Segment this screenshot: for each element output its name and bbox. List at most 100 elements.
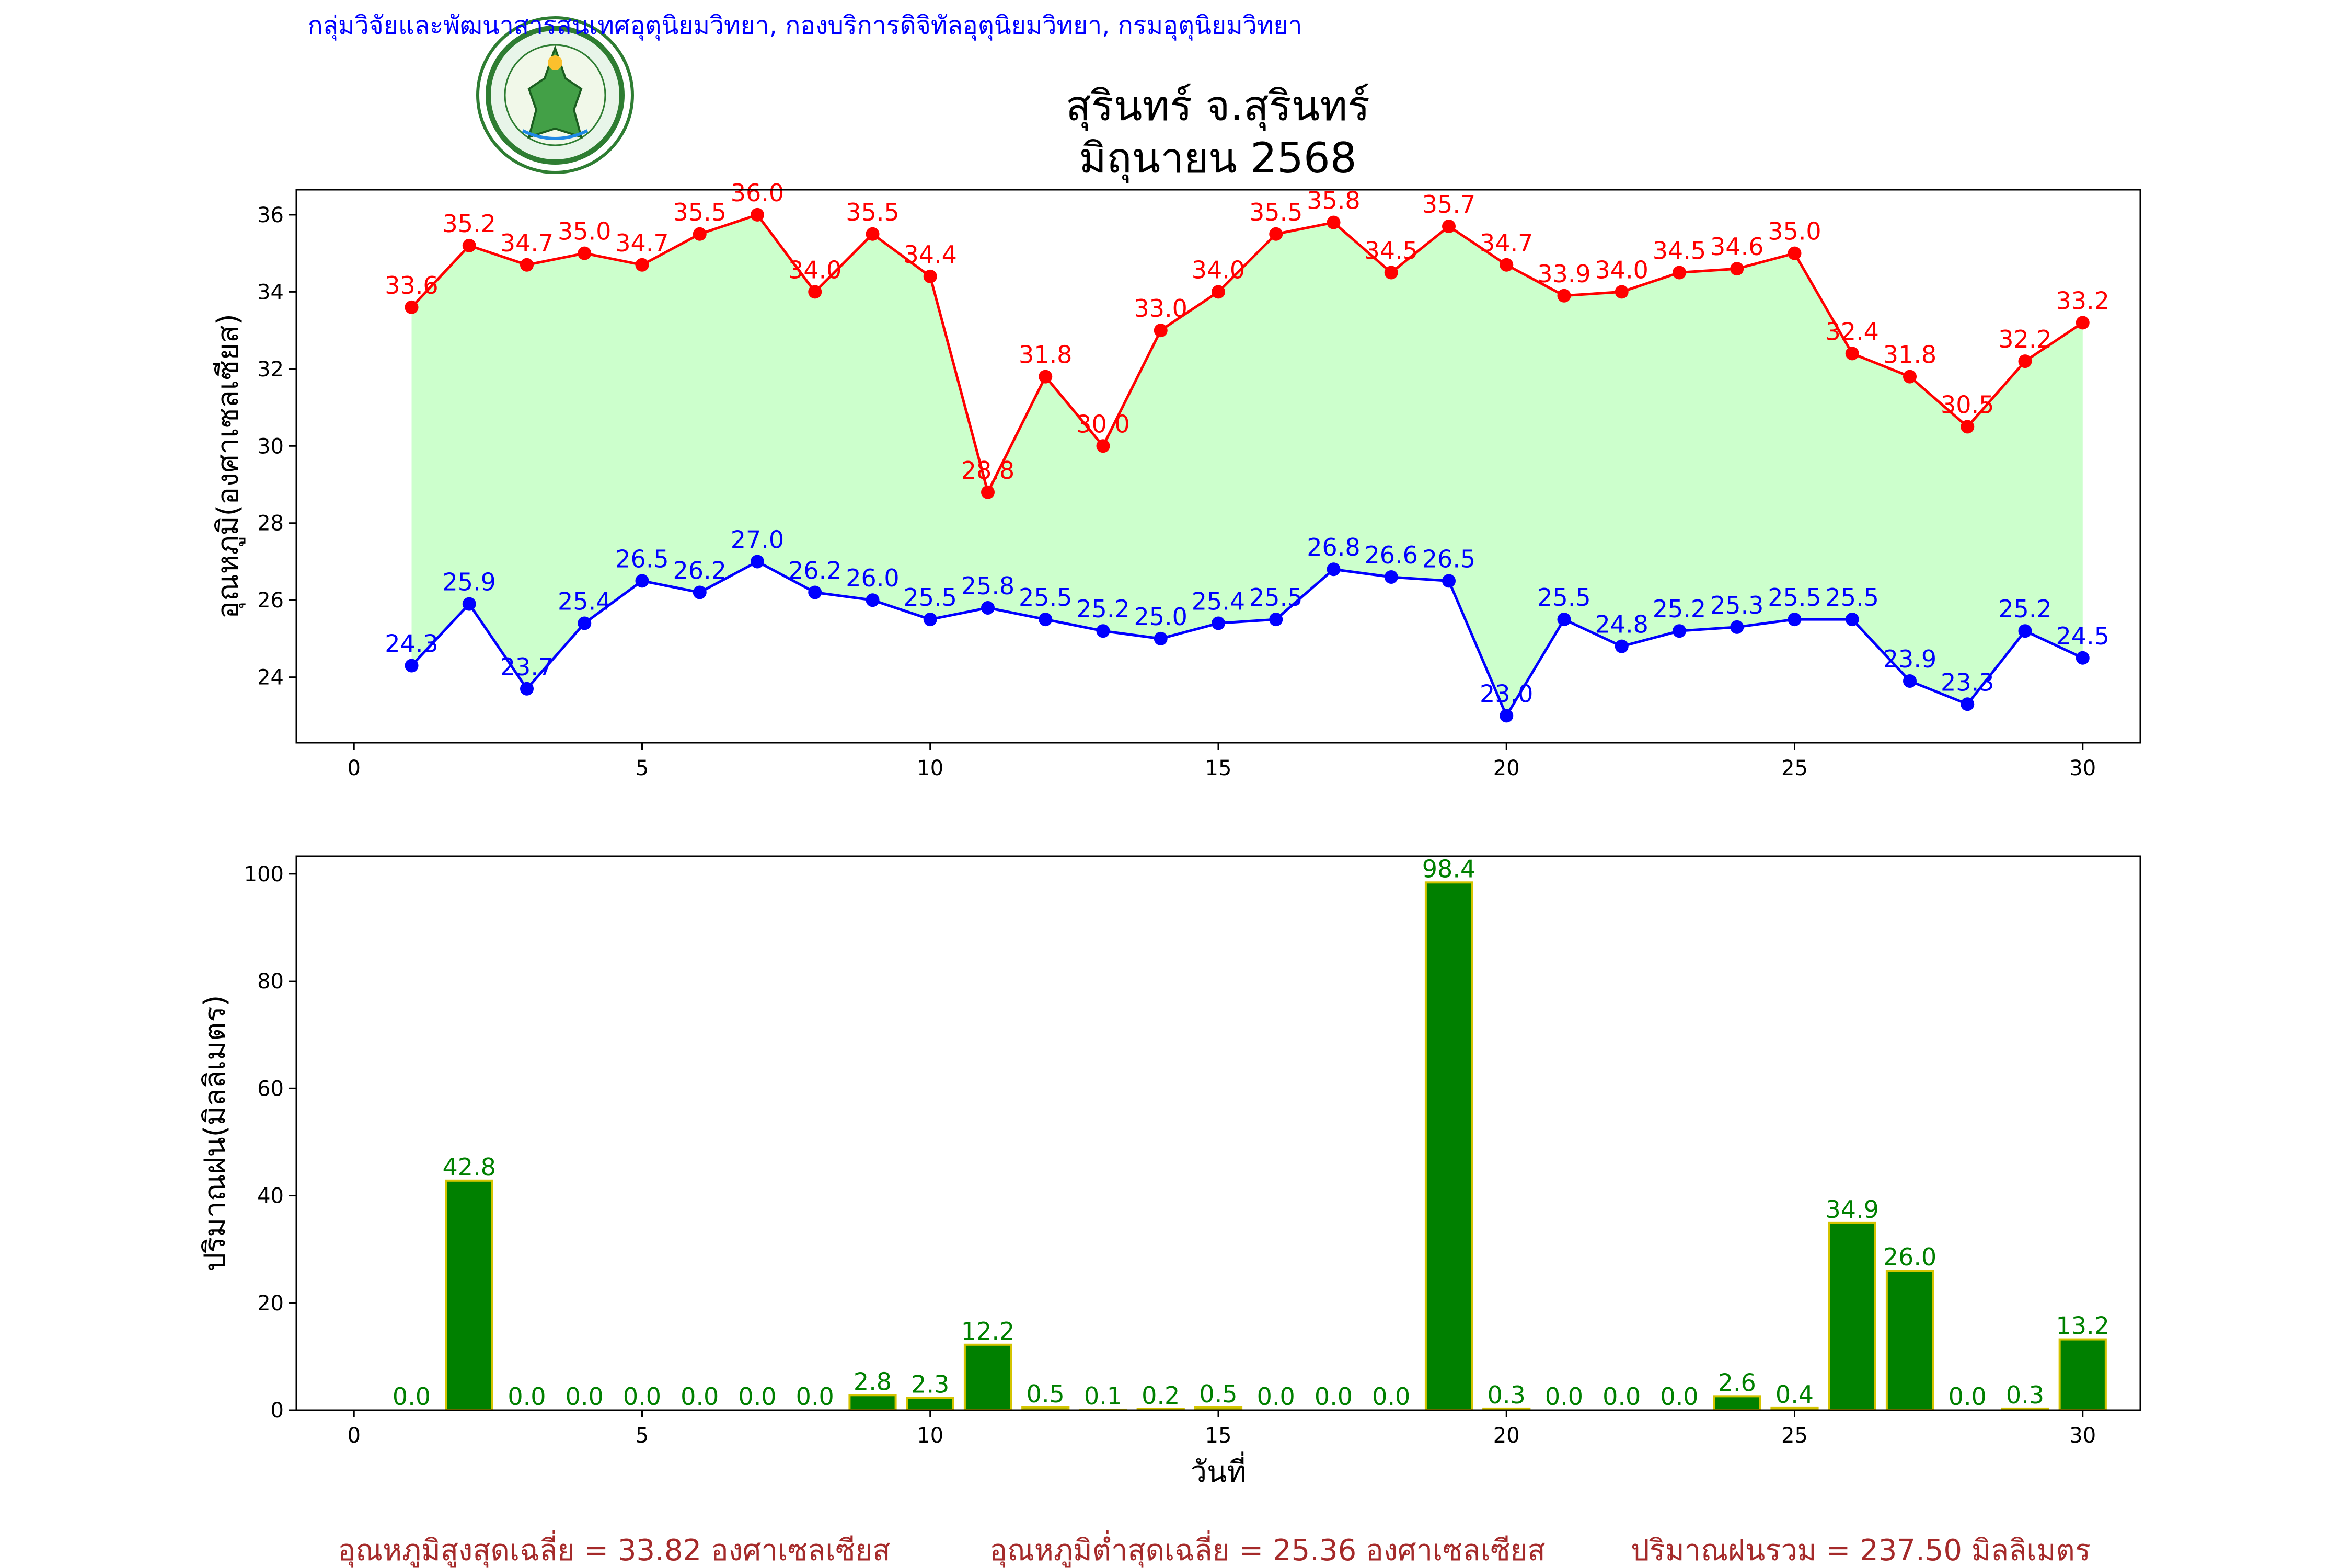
rain-bar-label: 0.0 [681, 1382, 719, 1411]
data-point-min [2018, 624, 2032, 638]
data-point-min [1673, 624, 1686, 638]
data-label-min: 26.8 [1307, 533, 1360, 561]
data-point-min [981, 601, 995, 615]
data-label-max: 33.2 [2056, 286, 2109, 315]
temperature-y-tick-label: 26 [257, 589, 284, 613]
data-point-max [1212, 285, 1225, 299]
data-point-min [1269, 613, 1283, 627]
rain-bar-label: 0.0 [1602, 1382, 1641, 1411]
data-point-min [693, 585, 707, 599]
rainfall-x-tick-label: 30 [2069, 1424, 2096, 1448]
data-point-max [981, 485, 995, 499]
series-line-min [410, 560, 2083, 719]
rain-bar-label: 12.2 [961, 1317, 1014, 1345]
data-label-min: 27.0 [731, 525, 784, 554]
data-label-max: 31.8 [1019, 341, 1072, 369]
temperature-x-tick-label: 30 [2069, 756, 2096, 780]
data-label-min: 25.5 [1249, 583, 1302, 612]
data-label-max: 34.6 [1710, 233, 1763, 261]
rainfall-y-tick-label: 40 [257, 1184, 284, 1208]
data-point-min [1154, 631, 1168, 645]
series-line-max [410, 213, 2084, 496]
rainfall-x-tick-label: 0 [348, 1424, 361, 1448]
data-label-min: 25.3 [1710, 591, 1763, 619]
data-point-max [1327, 215, 1341, 229]
data-point-max [1557, 289, 1571, 303]
data-point-min [1557, 613, 1571, 627]
rainfall-x-axis-label: วันที่ [1191, 1451, 1247, 1489]
data-point-max [1673, 266, 1686, 280]
data-label-min: 26.5 [1422, 545, 1475, 573]
rain-bar-label: 13.2 [2056, 1312, 2109, 1340]
data-point-max [1615, 285, 1629, 299]
data-label-min: 25.0 [1134, 603, 1187, 631]
rainfall-x-tick-label: 10 [917, 1424, 943, 1448]
data-label-min: 25.9 [443, 568, 496, 596]
data-label-min: 23.0 [1480, 679, 1533, 708]
rain-bar-label: 0.0 [1660, 1382, 1698, 1411]
data-label-max: 28.8 [961, 456, 1014, 485]
data-label-min: 25.2 [1076, 595, 1129, 623]
data-point-max [1500, 258, 1514, 272]
data-point-min [1903, 674, 1917, 688]
rain-bar [848, 1394, 897, 1411]
data-point-min [462, 597, 476, 611]
data-point-max [1730, 262, 1744, 276]
temperature-y-tick-label: 28 [257, 512, 284, 536]
data-label-min: 25.5 [1768, 583, 1821, 612]
temperature-chart: 33.635.234.7 35.0 34.735.536.034.035.534.4… [211, 179, 2141, 780]
data-point-max [520, 258, 534, 272]
data-point-min [808, 585, 822, 599]
data-point-max [2018, 354, 2032, 368]
rain-bar-label: 0.2 [1142, 1381, 1180, 1410]
chart-title-line1: สุรินทร์ จ.สุรินทร์ [1066, 82, 1370, 131]
temperature-y-axis-label: อุณหภูมิ(องศาเซลเซียส) [211, 314, 246, 619]
summary-avg-max: อุณหภูมิสูงสุดเฉลี่ย = 33.82 องศาเซลเซีย… [338, 1530, 890, 1568]
data-label-min: 24.3 [385, 630, 438, 658]
temperature-x-tick-label: 15 [1205, 756, 1232, 780]
rain-bar-label: 0.5 [1027, 1380, 1065, 1408]
data-label-min: 25.5 [1019, 583, 1072, 612]
rainfall-y-tick-label: 20 [257, 1292, 284, 1316]
data-label-max: 30.5 [1941, 390, 1994, 419]
data-label-max: 35.0 [1768, 217, 1821, 246]
rain-bar-label: 34.9 [1826, 1195, 1879, 1224]
data-point-min [635, 574, 649, 588]
data-label-min: 25.4 [558, 587, 611, 615]
rainfall-y-tick-label: 0 [271, 1399, 284, 1423]
data-point-min [1039, 613, 1053, 627]
data-label-max: 35.2 [443, 210, 496, 238]
data-point-max [405, 300, 419, 314]
rain-bar-label: 26.0 [1883, 1243, 1936, 1271]
data-label-max: 34.5 [1653, 237, 1706, 265]
temperature-y-tick-label: 34 [257, 280, 284, 304]
rain-bar-label: 2.6 [1718, 1368, 1756, 1397]
data-point-max [808, 285, 822, 299]
data-label-max: 34.0 [1595, 256, 1648, 284]
data-label-max: 34.4 [904, 240, 957, 269]
data-label-max: 34.0 [1192, 256, 1245, 284]
data-label-min: 24.5 [2056, 622, 2109, 650]
rain-bar-label: 98.4 [1422, 855, 1475, 883]
rainfall-y-tick-label: 80 [257, 970, 284, 994]
rainfall-x-tick-label: 20 [1493, 1424, 1520, 1448]
rainfall-x-tick-label: 5 [636, 1424, 649, 1448]
data-point-max [635, 258, 649, 272]
rain-bar-label: 0.0 [393, 1382, 431, 1411]
data-point-max [1269, 227, 1283, 241]
summary-avg-min: อุณหภูมิต่ำสุดเฉลี่ย = 25.36 องศาเซลเซีย… [989, 1530, 1545, 1568]
data-label-max: 35.8 [1307, 187, 1360, 215]
data-label-max: 35.0 [558, 217, 611, 246]
data-label-min: 25.5 [1826, 583, 1879, 612]
temperature-x-tick-label: 5 [636, 756, 649, 780]
data-point-min [578, 616, 592, 630]
rain-bar [445, 1179, 493, 1412]
rain-bar-label: 0.0 [1949, 1382, 1987, 1411]
data-label-min: 26.6 [1365, 541, 1418, 569]
data-point-min [1730, 620, 1744, 634]
data-point-max [923, 269, 937, 283]
temperature-y-tick-label: 30 [257, 434, 284, 458]
data-point-min [1615, 639, 1629, 653]
rain-bar [1885, 1270, 1934, 1412]
data-point-max [1903, 370, 1917, 384]
